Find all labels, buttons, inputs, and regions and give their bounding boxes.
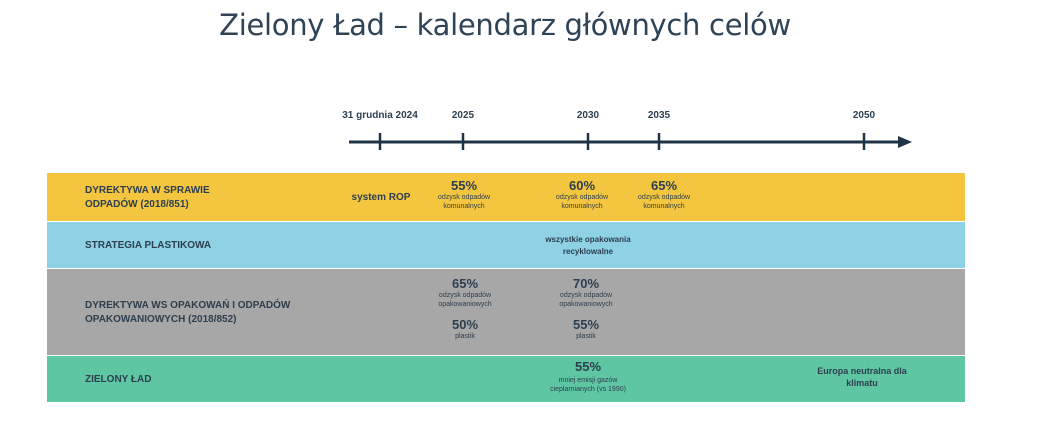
note-line: odzysk odpadów bbox=[637, 194, 691, 201]
plastic-text-line2: recyklowalne bbox=[562, 247, 614, 256]
note-line: plastik bbox=[455, 333, 475, 340]
tick-label-2030: 2030 bbox=[576, 110, 600, 121]
system-rop-text: system ROP bbox=[351, 192, 411, 203]
note-line: opakowaniowych bbox=[438, 301, 492, 308]
cell-packaging-2030: 70% odzysk odpadów opakowaniowych 55% pl… bbox=[559, 276, 612, 341]
note-line: komunalnych bbox=[443, 203, 485, 210]
timeline-axis bbox=[349, 133, 912, 150]
tick-label-2024: 31 grudnia 2024 bbox=[342, 110, 418, 121]
cell-plastic-2030: wszystkie opakowania recyklowalne bbox=[545, 234, 630, 258]
note-line: odzysk odpadów bbox=[555, 194, 609, 201]
tick-label-2035: 2035 bbox=[647, 110, 671, 121]
row-label-line1: DYREKTYWA WS OPAKOWAŃ I ODPADÓW bbox=[85, 300, 291, 311]
row-packaging-directive: DYREKTYWA WS OPAKOWAŃ I ODPADÓW OPAKOWAN… bbox=[47, 269, 965, 355]
row-label-line2: ODPADÓW (2018/851) bbox=[85, 199, 189, 210]
pct-value: 55% bbox=[450, 178, 478, 193]
cell-waste-2035: 65% odzysk odpadów komunalnych bbox=[638, 178, 690, 211]
pct-value-plastic: 50% bbox=[451, 317, 479, 332]
green-2050-line2: klimatu bbox=[846, 378, 878, 388]
pct-value: 60% bbox=[568, 178, 596, 193]
row-label-green: ZIELONY ŁAD bbox=[85, 374, 152, 385]
note-line: opakowaniowych bbox=[559, 301, 613, 308]
note-line: odzysk odpadów bbox=[559, 292, 613, 299]
row-label-line1: DYREKTYWA W SPRAWIE bbox=[85, 185, 210, 196]
row-label-waste: DYREKTYWA W SPRAWIE ODPADÓW (2018/851) bbox=[85, 184, 210, 212]
note-line: plastik bbox=[576, 333, 596, 340]
pct-value: 55% bbox=[574, 359, 602, 374]
note-line: odzysk odpadów bbox=[438, 292, 492, 299]
note-line: komunalnych bbox=[643, 203, 685, 210]
pct-value: 70% bbox=[572, 276, 600, 291]
cell-waste-2025: 55% odzysk odpadów komunalnych bbox=[438, 178, 490, 211]
pct-value: 65% bbox=[451, 276, 479, 291]
timeline-arrowhead bbox=[898, 136, 912, 148]
green-2050-line1: Europa neutralna dla bbox=[817, 366, 907, 376]
cell-waste-2030: 60% odzysk odpadów komunalnych bbox=[556, 178, 608, 211]
note-line: odzysk odpadów bbox=[437, 194, 491, 201]
pct-value-plastic: 55% bbox=[572, 317, 600, 332]
row-plastic-strategy: STRATEGIA PLASTIKOWA wszystkie opakowani… bbox=[47, 222, 965, 268]
note-line: komunalnych bbox=[561, 203, 603, 210]
row-green-deal: ZIELONY ŁAD 55% mniej emisji gazów ciepl… bbox=[47, 356, 965, 402]
cell-green-2030: 55% mniej emisji gazów cieplarnianych (v… bbox=[550, 359, 626, 394]
tick-label-2050: 2050 bbox=[852, 110, 876, 121]
cell-packaging-2025: 65% odzysk odpadów opakowaniowych 50% pl… bbox=[438, 276, 491, 341]
page-title: Zielony Ład – kalendarz głównych celów bbox=[219, 8, 791, 42]
row-waste-directive: DYREKTYWA W SPRAWIE ODPADÓW (2018/851) s… bbox=[47, 173, 965, 221]
tick-label-2025: 2025 bbox=[451, 110, 475, 121]
pct-value: 65% bbox=[650, 178, 678, 193]
note-line: mniej emisji gazów bbox=[558, 377, 618, 384]
row-label-line2: OPAKOWANIOWYCH (2018/852) bbox=[85, 314, 237, 325]
plastic-text-line1: wszystkie opakowania bbox=[545, 235, 631, 244]
note-line: cieplarnianych (vs 1990) bbox=[550, 386, 626, 393]
cell-green-2050: Europa neutralna dla klimatu bbox=[817, 365, 907, 389]
row-label-plastic: STRATEGIA PLASTIKOWA bbox=[85, 240, 212, 251]
row-label-packaging: DYREKTYWA WS OPAKOWAŃ I ODPADÓW OPAKOWAN… bbox=[85, 299, 290, 327]
